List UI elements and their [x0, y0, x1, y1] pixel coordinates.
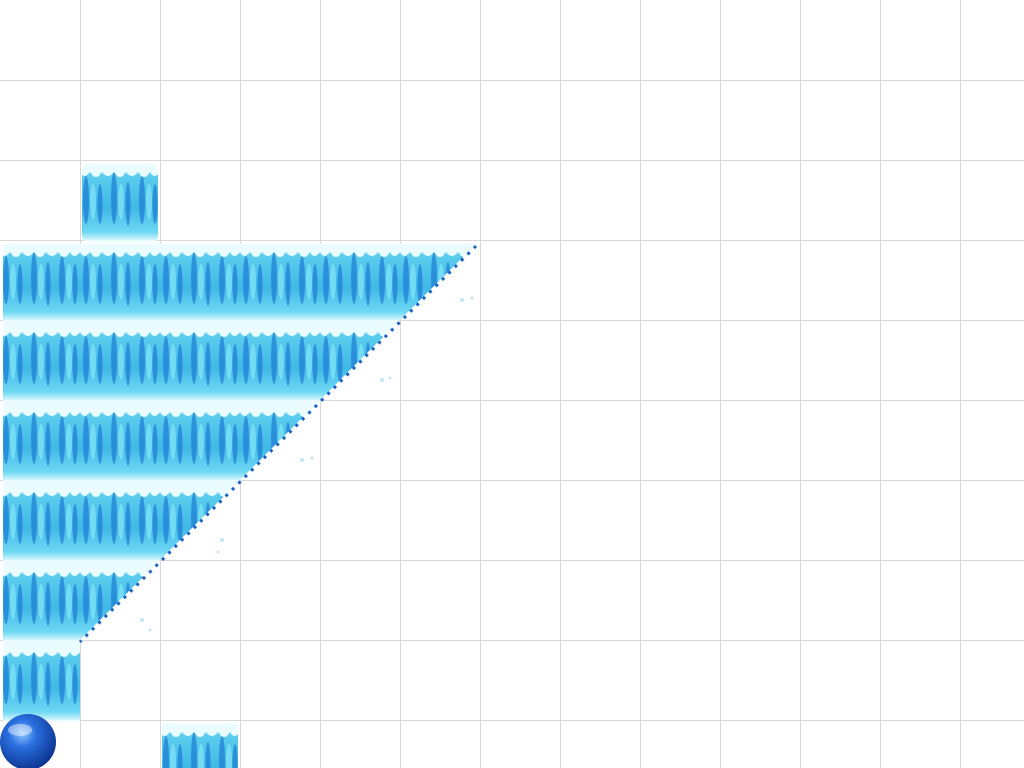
slope-edge — [78, 244, 478, 644]
droplet — [460, 298, 464, 302]
droplet — [148, 628, 152, 632]
player-ball[interactable] — [0, 714, 56, 768]
droplet — [310, 456, 314, 460]
droplet — [388, 376, 392, 380]
droplet — [380, 378, 384, 382]
waterfall-slope — [3, 244, 476, 722]
waterfall-tile — [162, 724, 238, 768]
droplet — [140, 618, 144, 622]
waterfall-tile — [82, 164, 158, 242]
droplet — [470, 296, 474, 300]
droplet — [220, 538, 224, 542]
droplet — [216, 550, 220, 554]
droplet — [300, 458, 304, 462]
spray — [140, 296, 474, 632]
ball-highlight — [8, 724, 32, 736]
